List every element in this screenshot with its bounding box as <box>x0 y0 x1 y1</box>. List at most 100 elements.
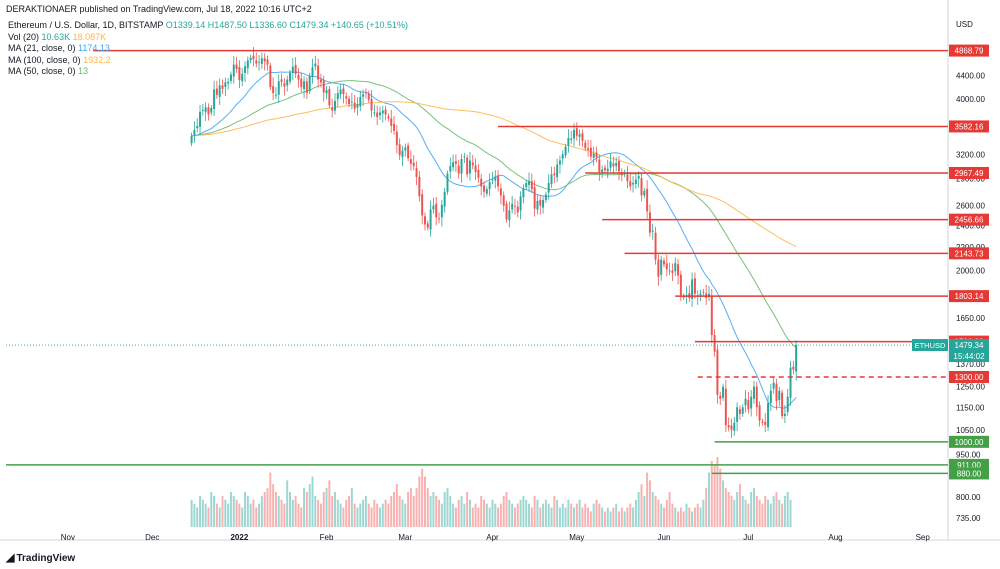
candle-body <box>744 398 747 406</box>
candle-body <box>716 349 719 395</box>
volume-bar <box>213 495 216 527</box>
legend-volume-row[interactable]: Vol (20) 10.63K 18.087K <box>8 32 408 44</box>
candle-body <box>213 89 216 109</box>
volume-bar <box>767 499 770 527</box>
symbol-label: Ethereum / U.S. Dollar, 1D, BITSTAMP <box>8 20 164 30</box>
candle-body <box>665 263 668 270</box>
volume-bar <box>738 484 741 527</box>
volume-bar <box>609 511 612 527</box>
volume-bar <box>786 492 789 527</box>
volume-bar <box>376 503 379 527</box>
candle-body <box>359 96 362 107</box>
candle-body <box>255 60 258 64</box>
volume-bar <box>395 484 398 527</box>
candle-body <box>736 407 739 422</box>
volume-bar <box>606 507 609 527</box>
candle-body <box>196 125 199 129</box>
candle-body <box>564 146 567 156</box>
volume-bar <box>789 499 792 527</box>
volume-bar <box>522 495 525 527</box>
candle-body <box>438 218 441 220</box>
x-tick-label: Dec <box>145 533 159 542</box>
candle-body <box>446 173 449 192</box>
candle-body <box>533 187 536 209</box>
candle-body <box>789 367 792 398</box>
volume-bar <box>210 492 213 527</box>
resistance-tag <box>949 247 989 260</box>
candle-body <box>291 66 294 73</box>
volume-bar <box>423 476 426 527</box>
candle-body <box>722 386 725 398</box>
volume-bar <box>601 507 604 527</box>
candle-body <box>783 413 786 417</box>
volume-bar <box>688 507 691 527</box>
resistance-label: 2143.73 <box>955 249 984 258</box>
vol-ma-value: 18.087K <box>72 31 107 42</box>
candle-body <box>699 293 702 296</box>
candle-body <box>710 295 713 336</box>
candle-body <box>671 270 674 273</box>
volume-bar <box>603 511 606 527</box>
candle-body <box>204 107 207 112</box>
candle-body <box>786 396 789 412</box>
volume-bar <box>348 495 351 527</box>
y-tick-label: 735.00 <box>956 514 981 523</box>
support-label: 911.00 <box>957 461 981 470</box>
volume-bar <box>536 499 539 527</box>
volume-bar <box>730 495 733 527</box>
y-tick-label: 2600.00 <box>956 202 985 211</box>
y-tick-label: 2900.00 <box>956 175 985 184</box>
candle-body <box>398 144 401 156</box>
volume-bar <box>598 503 601 527</box>
volume-bar <box>508 499 511 527</box>
candle-body <box>516 206 519 213</box>
volume-bar <box>252 499 255 527</box>
candle-body <box>677 264 680 276</box>
legend-ma100-row[interactable]: MA (100, close, 0) 1932.2 <box>8 55 408 67</box>
candle-body <box>423 216 426 225</box>
candle-body <box>528 181 531 185</box>
candle-body <box>550 174 553 184</box>
candle-body <box>466 157 469 175</box>
x-tick-label: Jun <box>658 533 671 542</box>
volume-bar <box>558 507 561 527</box>
volume-bar <box>407 492 410 527</box>
candle-body <box>227 81 230 84</box>
candle-body <box>409 159 412 164</box>
legend-symbol-row[interactable]: Ethereum / U.S. Dollar, 1D, BITSTAMP O13… <box>8 20 408 32</box>
volume-bar <box>460 495 463 527</box>
volume-bar <box>305 492 308 527</box>
candle-body <box>460 159 463 174</box>
tradingview-logo[interactable]: ◢ TradingView <box>6 551 75 564</box>
volume-bar <box>409 488 412 527</box>
volume-bars <box>190 457 792 527</box>
x-tick-label: May <box>569 533 584 542</box>
x-tick-label: Mar <box>398 533 412 542</box>
volume-bar <box>567 499 570 527</box>
volume-bar <box>553 495 556 527</box>
resistance-tag <box>949 44 989 57</box>
candle-body <box>592 153 595 158</box>
legend-ma50-row[interactable]: MA (50, close, 0) 13 <box>8 66 408 78</box>
candle-body <box>668 270 671 272</box>
candle-body <box>314 63 317 67</box>
volume-bar <box>289 492 291 527</box>
volume-bar <box>241 507 244 527</box>
candle-body <box>480 178 483 187</box>
candle-body <box>342 88 345 95</box>
candle-body <box>218 85 221 97</box>
volume-bar <box>556 499 559 527</box>
candle-body <box>457 165 460 174</box>
candle-body <box>733 422 736 431</box>
legend-ma21-row[interactable]: MA (21, close, 0) 1174.13 <box>8 43 408 55</box>
candle-body <box>553 173 556 176</box>
volume-bar <box>778 499 781 527</box>
volume-bar <box>511 503 514 527</box>
candle-body <box>772 382 775 389</box>
volume-bar <box>595 499 598 527</box>
candle-body <box>646 188 649 212</box>
volume-bar <box>620 507 623 527</box>
volume-bar <box>727 492 730 527</box>
time-axis: Nov Dec 2022 Feb Mar Apr May Jun Jul Aug Sep <box>61 533 931 542</box>
